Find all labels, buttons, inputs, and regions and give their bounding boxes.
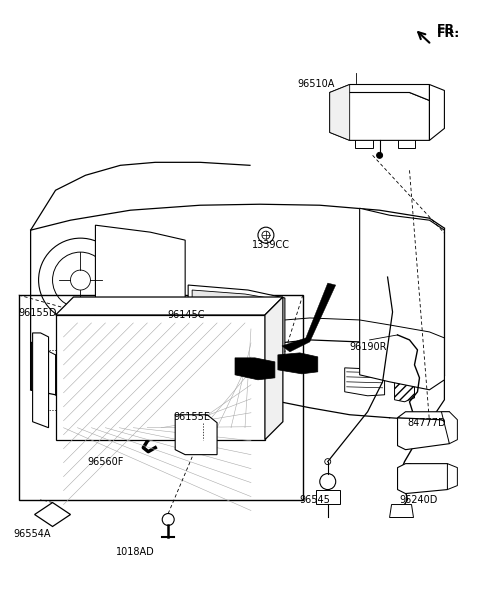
Circle shape xyxy=(38,238,122,322)
Polygon shape xyxy=(108,335,145,370)
Polygon shape xyxy=(235,358,275,380)
Polygon shape xyxy=(265,297,283,440)
Text: 96554A: 96554A xyxy=(14,529,51,540)
Circle shape xyxy=(420,473,431,483)
Bar xyxy=(19,295,303,500)
Text: 96240D: 96240D xyxy=(399,494,438,505)
Circle shape xyxy=(433,106,442,114)
Circle shape xyxy=(320,474,336,489)
Polygon shape xyxy=(316,489,340,503)
Polygon shape xyxy=(397,417,449,450)
Circle shape xyxy=(360,88,370,97)
Text: FR.: FR. xyxy=(436,27,459,40)
Bar xyxy=(355,139,372,148)
Bar xyxy=(63,323,251,428)
Polygon shape xyxy=(278,353,318,374)
Circle shape xyxy=(189,423,197,431)
Text: 96560F: 96560F xyxy=(87,457,123,466)
Text: 96155E: 96155E xyxy=(173,412,210,422)
Polygon shape xyxy=(35,503,71,526)
Circle shape xyxy=(393,330,403,340)
Polygon shape xyxy=(397,412,449,424)
Circle shape xyxy=(448,426,455,433)
Polygon shape xyxy=(56,315,265,440)
Polygon shape xyxy=(192,290,280,350)
Bar xyxy=(397,139,416,148)
Circle shape xyxy=(36,375,46,385)
Polygon shape xyxy=(442,412,457,443)
Circle shape xyxy=(377,152,383,159)
Circle shape xyxy=(419,427,429,437)
Text: 96145C: 96145C xyxy=(167,310,204,320)
Polygon shape xyxy=(188,285,285,355)
Text: 96155D: 96155D xyxy=(19,308,57,318)
Circle shape xyxy=(325,459,331,465)
Circle shape xyxy=(384,88,395,97)
Polygon shape xyxy=(175,415,217,454)
Circle shape xyxy=(262,231,270,239)
Circle shape xyxy=(396,505,407,514)
Text: 96190R: 96190R xyxy=(350,342,387,352)
Polygon shape xyxy=(282,283,336,352)
Circle shape xyxy=(36,405,46,415)
Polygon shape xyxy=(397,463,451,494)
Circle shape xyxy=(258,227,274,243)
Polygon shape xyxy=(33,333,48,428)
Polygon shape xyxy=(430,85,444,140)
Polygon shape xyxy=(390,505,413,517)
Polygon shape xyxy=(96,225,185,335)
Polygon shape xyxy=(330,85,430,100)
Polygon shape xyxy=(447,463,457,489)
Text: FR.: FR. xyxy=(436,22,459,36)
Text: 96510A: 96510A xyxy=(297,79,335,88)
Polygon shape xyxy=(330,85,350,140)
Text: 84777D: 84777D xyxy=(408,417,446,428)
Circle shape xyxy=(406,463,413,472)
Circle shape xyxy=(162,514,174,526)
Polygon shape xyxy=(360,208,444,390)
Circle shape xyxy=(36,345,46,355)
Circle shape xyxy=(189,440,197,449)
Polygon shape xyxy=(56,297,283,315)
Polygon shape xyxy=(345,368,384,396)
Circle shape xyxy=(71,270,90,290)
Circle shape xyxy=(407,88,417,97)
Text: 1339CC: 1339CC xyxy=(252,240,290,250)
Polygon shape xyxy=(330,93,430,140)
Text: 96545: 96545 xyxy=(300,494,330,505)
Polygon shape xyxy=(395,372,415,402)
Circle shape xyxy=(52,252,108,308)
Text: 1018AD: 1018AD xyxy=(116,548,155,557)
